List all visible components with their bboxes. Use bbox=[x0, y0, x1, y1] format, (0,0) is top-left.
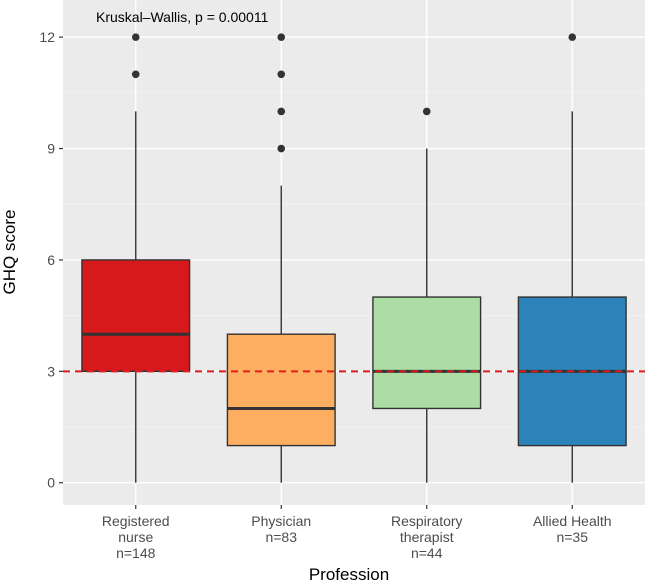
x-tick-label-line: n=148 bbox=[116, 545, 156, 561]
outlier-point bbox=[277, 144, 286, 153]
box-iqr bbox=[226, 333, 336, 447]
box-iqr bbox=[372, 296, 482, 410]
y-tick-label: 9 bbox=[47, 141, 55, 157]
x-axis-title: Profession bbox=[309, 565, 389, 582]
outlier-point bbox=[277, 70, 286, 79]
axes: 0 3 6 9 12 Registered nurse n=148 Physician n=83 R… bbox=[39, 29, 611, 561]
y-tick-label: 12 bbox=[39, 29, 55, 45]
x-tick-label-line: n=35 bbox=[556, 529, 588, 545]
box-group bbox=[226, 33, 336, 483]
y-tick-label: 6 bbox=[47, 252, 55, 268]
outlier-point bbox=[277, 107, 286, 116]
x-tick-label-line: n=83 bbox=[265, 529, 297, 545]
x-tick-label: Registered nurse n=148 bbox=[102, 513, 170, 561]
x-tick-label-line: therapist bbox=[400, 529, 454, 545]
x-tick-label-line: Allied Health bbox=[533, 513, 612, 529]
x-tick-label: Physician n=83 bbox=[251, 513, 311, 545]
x-tick-label-line: Respiratory bbox=[391, 513, 463, 529]
outlier-point bbox=[422, 107, 431, 116]
box-group bbox=[81, 33, 191, 483]
x-tick-label: Allied Health n=35 bbox=[533, 513, 612, 545]
x-tick-label-line: nurse bbox=[118, 529, 153, 545]
x-tick-label-line: n=44 bbox=[411, 545, 443, 561]
outlier-point bbox=[277, 33, 286, 41]
kruskal-wallis-annotation: Kruskal–Wallis, p = 0.00011 bbox=[96, 9, 269, 25]
y-tick-label: 0 bbox=[47, 475, 55, 491]
x-tick-label: Respiratory therapist n=44 bbox=[391, 513, 463, 561]
box-group bbox=[372, 107, 482, 483]
box-iqr bbox=[81, 259, 191, 373]
outlier-point bbox=[131, 70, 140, 79]
x-tick-label-line: Registered bbox=[102, 513, 170, 529]
y-tick-label: 3 bbox=[47, 363, 55, 379]
outlier-point bbox=[131, 33, 140, 41]
outlier-point bbox=[568, 33, 577, 41]
y-axis-title: GHQ score bbox=[0, 209, 19, 294]
x-tick-label-line: Physician bbox=[251, 513, 311, 529]
